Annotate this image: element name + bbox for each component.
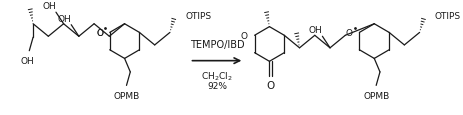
Text: OTIPS: OTIPS: [185, 12, 211, 20]
Text: OH: OH: [43, 2, 56, 11]
Text: OPMB: OPMB: [113, 91, 140, 100]
Text: O: O: [241, 32, 248, 40]
Text: OPMB: OPMB: [363, 91, 389, 100]
Text: O: O: [96, 29, 103, 38]
Text: OH: OH: [309, 26, 323, 35]
Text: OH: OH: [58, 15, 71, 24]
Text: O: O: [96, 29, 103, 38]
Text: OH: OH: [20, 57, 34, 66]
Text: CH$_2$Cl$_2$: CH$_2$Cl$_2$: [201, 70, 233, 82]
Text: O: O: [346, 29, 353, 38]
Text: TEMPO/IBD: TEMPO/IBD: [189, 40, 244, 50]
Text: O: O: [266, 80, 275, 90]
Text: OTIPS: OTIPS: [435, 12, 461, 20]
Text: 92%: 92%: [207, 81, 227, 90]
